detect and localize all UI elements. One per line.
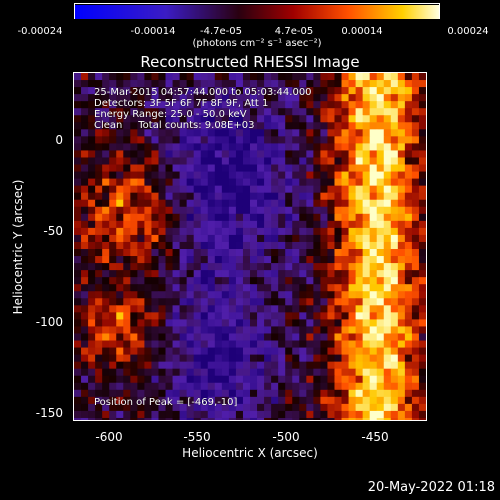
colorbar-tick: 0.00014 (341, 26, 383, 37)
colorbar-gradient (75, 5, 439, 19)
colorbar (74, 3, 440, 19)
x-tick-label: -500 (272, 430, 300, 444)
x-tick-label: -450 (361, 430, 389, 444)
y-tick-label: -100 (35, 315, 63, 329)
colorbar-tick: -4.7e-05 (200, 26, 242, 37)
colorbar-tick: -0.00024 (17, 26, 63, 37)
colorbar-units: (photons cm⁻² s⁻¹ asec⁻²) (192, 38, 322, 49)
info-overlay: 25-Mar-2015 04:57:44.000 to 05:03:44.000… (94, 87, 312, 131)
x-tick-label: -550 (183, 430, 211, 444)
image-plot (73, 72, 427, 421)
y-tick-label: 0 (55, 133, 63, 147)
y-tick-label: -150 (35, 406, 63, 420)
peak-position: Position of Peak = [-469,-10] (94, 397, 238, 408)
info-time-range: 25-Mar-2015 04:57:44.000 to 05:03:44.000 (94, 87, 312, 98)
heatmap-image (74, 73, 426, 420)
colorbar-tick: -0.00014 (130, 26, 176, 37)
image-title: Reconstructed RHESSI Image (140, 53, 360, 71)
x-axis-label: Heliocentric X (arcsec) (182, 446, 318, 460)
y-axis-label: Heliocentric Y (arcsec) (11, 179, 25, 315)
colorbar-tick: 0.00024 (447, 26, 489, 37)
timestamp: 20-May-2022 01:18 (367, 480, 495, 495)
colorbar-tick: 4.7e-05 (274, 26, 314, 37)
info-energy-range: Energy Range: 25.0 - 50.0 keV (94, 109, 247, 120)
info-counts: Clean Total counts: 9.08E+03 (94, 120, 255, 131)
y-tick-label: -50 (43, 224, 63, 238)
info-detectors: Detectors: 3F 5F 6F 7F 8F 9F, Att 1 (94, 98, 269, 109)
x-tick-label: -600 (95, 430, 123, 444)
